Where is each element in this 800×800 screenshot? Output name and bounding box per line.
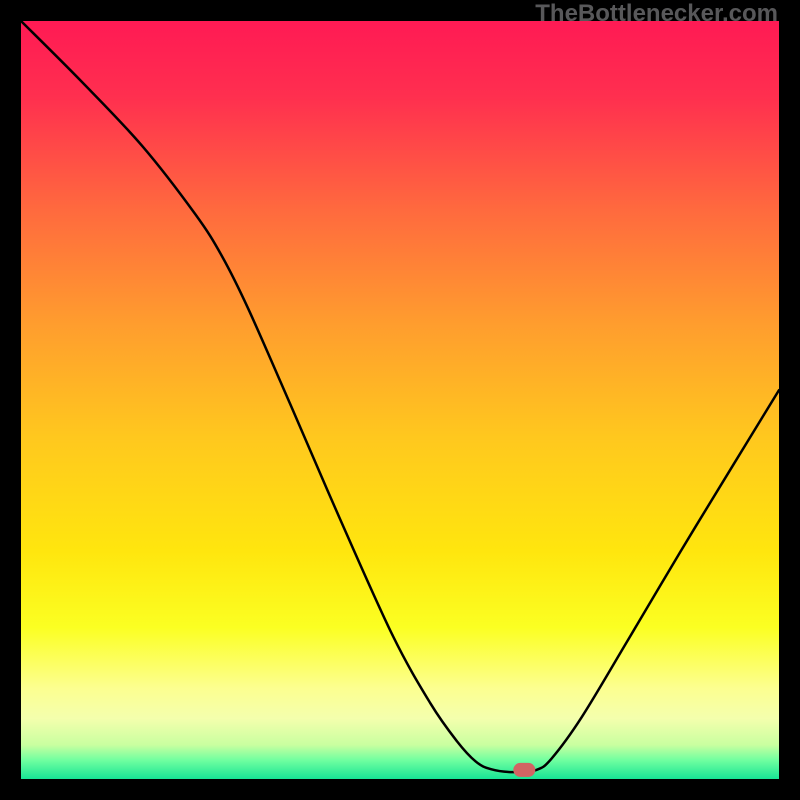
plot-area xyxy=(0,0,800,800)
watermark-text: TheBottlenecker.com xyxy=(535,0,778,28)
frame: TheBottlenecker.com xyxy=(0,0,800,800)
optimal-marker xyxy=(513,763,535,777)
